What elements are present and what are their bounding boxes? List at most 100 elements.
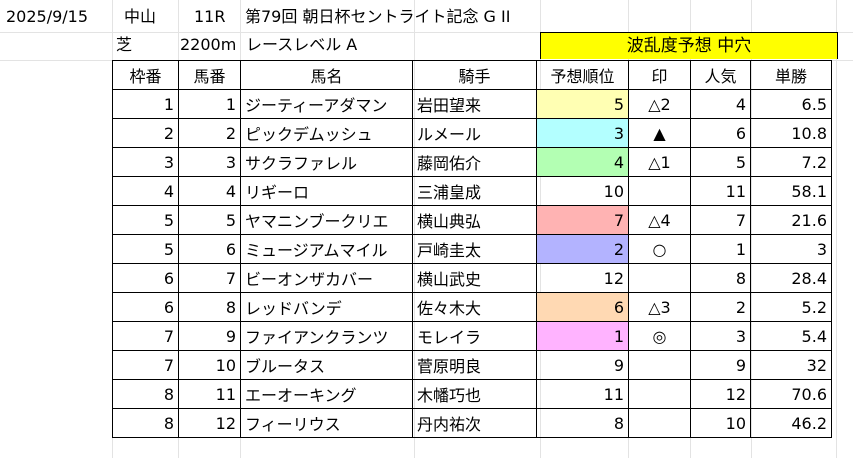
jockey-cell: ルメール xyxy=(412,118,537,148)
race-venue: 中山 xyxy=(124,7,157,26)
jockey-cell: 戸崎圭太 xyxy=(412,234,537,264)
rank-cell: 4 xyxy=(536,147,629,177)
table-row: 7 9 ファイアンクランツ モレイラ 1 ◎ 3 5.4 xyxy=(112,321,832,351)
umaban-cell: 3 xyxy=(178,147,241,177)
table-row: 3 3 サクラファレル 藤岡佑介 4 △1 5 7.2 xyxy=(112,147,832,177)
horse-name-cell: リギーロ xyxy=(240,176,413,206)
umaban-header: 馬番 xyxy=(178,60,241,90)
horse-name-header: 馬名 xyxy=(240,60,413,90)
table-header-row: 枠番 馬番 馬名 騎手 予想順位印人気 単勝 xyxy=(112,60,832,90)
table-row: 8 11 エーオーキング 木幡巧也 11 12 70.6 xyxy=(112,379,832,409)
mark-cell xyxy=(628,350,691,380)
umaban-cell: 1 xyxy=(178,89,241,119)
horse-name-cell: ファイアンクランツ xyxy=(240,321,413,351)
jockey-cell: 岩田望来 xyxy=(412,89,537,119)
popularity-cell: 8 xyxy=(690,263,751,293)
rank-cell: 3 xyxy=(536,118,629,148)
race-table: 枠番 馬番 馬名 騎手 予想順位印人気 単勝 1 1 ジーティーアダマン 岩田望来 5 △2 4 6.5… xyxy=(112,60,832,438)
odds-cell: 3 xyxy=(750,234,832,264)
mark-cell xyxy=(628,379,691,409)
umaban-cell: 4 xyxy=(178,176,241,206)
mark-cell xyxy=(628,408,691,438)
odds-cell: 10.8 xyxy=(750,118,832,148)
umaban-cell: 8 xyxy=(178,292,241,322)
umaban-cell: 5 xyxy=(178,205,241,235)
mark-cell: ◎ xyxy=(628,321,691,351)
waku-cell: 2 xyxy=(112,118,179,148)
mark-cell: △4 xyxy=(628,205,691,235)
rank-cell: 10 xyxy=(536,176,629,206)
race-distance: 2200m xyxy=(180,35,237,54)
waku-cell: 7 xyxy=(112,350,179,380)
rank-cell: 2 xyxy=(536,234,629,264)
mark-cell: △1 xyxy=(628,147,691,177)
mark-cell: △2 xyxy=(628,89,691,119)
table-row: 5 6 ミュージアムマイル 戸崎圭太 2 ○ 1 3 xyxy=(112,234,832,264)
jockey-cell: 佐々木大 xyxy=(412,292,537,322)
race-date: 2025/9/15 xyxy=(6,7,89,26)
umaban-cell: 6 xyxy=(178,234,241,264)
odds-cell: 70.6 xyxy=(750,379,832,409)
race-surface: 芝 xyxy=(116,35,133,54)
jockey-cell: 藤岡佑介 xyxy=(412,147,537,177)
odds-cell: 58.1 xyxy=(750,176,832,206)
umaban-cell: 11 xyxy=(178,379,241,409)
gridline xyxy=(836,0,837,458)
odds-cell: 32 xyxy=(750,350,832,380)
waku-cell: 5 xyxy=(112,234,179,264)
table-row: 2 2 ピックデムッシュ ルメール 3 ▲ 6 10.8 xyxy=(112,118,832,148)
waku-cell: 6 xyxy=(112,292,179,322)
mark-cell xyxy=(628,263,691,293)
race-number: 11R xyxy=(194,7,226,26)
table-row: 1 1 ジーティーアダマン 岩田望来 5 △2 4 6.5 xyxy=(112,89,832,119)
horse-name-cell: レッドバンデ xyxy=(240,292,413,322)
table-row: 6 7 ビーオンザカバー 横山武史 12 8 28.4 xyxy=(112,263,832,293)
odds-cell: 5.2 xyxy=(750,292,832,322)
table-body: 1 1 ジーティーアダマン 岩田望来 5 △2 4 6.5 2 2 ピックデムッシュ ルメール 3 ▲ 6 1… xyxy=(112,89,832,438)
horse-name-cell: ブルータス xyxy=(240,350,413,380)
popularity-header: 人気 xyxy=(690,60,751,90)
mark-cell: ○ xyxy=(628,234,691,264)
popularity-cell: 1 xyxy=(690,234,751,264)
odds-cell: 5.4 xyxy=(750,321,832,351)
odds-cell: 7.2 xyxy=(750,147,832,177)
popularity-cell: 4 xyxy=(690,89,751,119)
odds-header: 単勝 xyxy=(750,60,832,90)
mark-header: 印 xyxy=(628,60,691,90)
odds-cell: 6.5 xyxy=(750,89,832,119)
horse-name-cell: ビーオンザカバー xyxy=(240,263,413,293)
horse-name-cell: エーオーキング xyxy=(240,379,413,409)
rank-cell: 11 xyxy=(536,379,629,409)
jockey-cell: 菅原明良 xyxy=(412,350,537,380)
waku-cell: 3 xyxy=(112,147,179,177)
waku-cell: 6 xyxy=(112,263,179,293)
race-level: レースレベル A xyxy=(246,35,358,54)
jockey-cell: 横山典弘 xyxy=(412,205,537,235)
jockey-header: 騎手 xyxy=(412,60,537,90)
mark-cell xyxy=(628,176,691,206)
gridline xyxy=(0,32,853,33)
umaban-cell: 2 xyxy=(178,118,241,148)
umaban-cell: 12 xyxy=(178,408,241,438)
popularity-cell: 5 xyxy=(690,147,751,177)
odds-cell: 28.4 xyxy=(750,263,832,293)
waku-cell: 1 xyxy=(112,89,179,119)
waku-cell: 7 xyxy=(112,321,179,351)
popularity-cell: 10 xyxy=(690,408,751,438)
rank-cell: 1 xyxy=(536,321,629,351)
horse-name-cell: フィーリウス xyxy=(240,408,413,438)
table-row: 6 8 レッドバンデ 佐々木大 6 △3 2 5.2 xyxy=(112,292,832,322)
waku-cell: 8 xyxy=(112,379,179,409)
odds-cell: 46.2 xyxy=(750,408,832,438)
waku-cell: 5 xyxy=(112,205,179,235)
upset-forecast-banner: 波乱度予想 中穴 xyxy=(540,32,838,59)
horse-name-cell: ピックデムッシュ xyxy=(240,118,413,148)
popularity-cell: 11 xyxy=(690,176,751,206)
popularity-cell: 2 xyxy=(690,292,751,322)
waku-header: 枠番 xyxy=(112,60,179,90)
table-row: 7 10 ブルータス 菅原明良 9 9 32 xyxy=(112,350,832,380)
umaban-cell: 9 xyxy=(178,321,241,351)
umaban-cell: 10 xyxy=(178,350,241,380)
popularity-cell: 6 xyxy=(690,118,751,148)
popularity-cell: 3 xyxy=(690,321,751,351)
